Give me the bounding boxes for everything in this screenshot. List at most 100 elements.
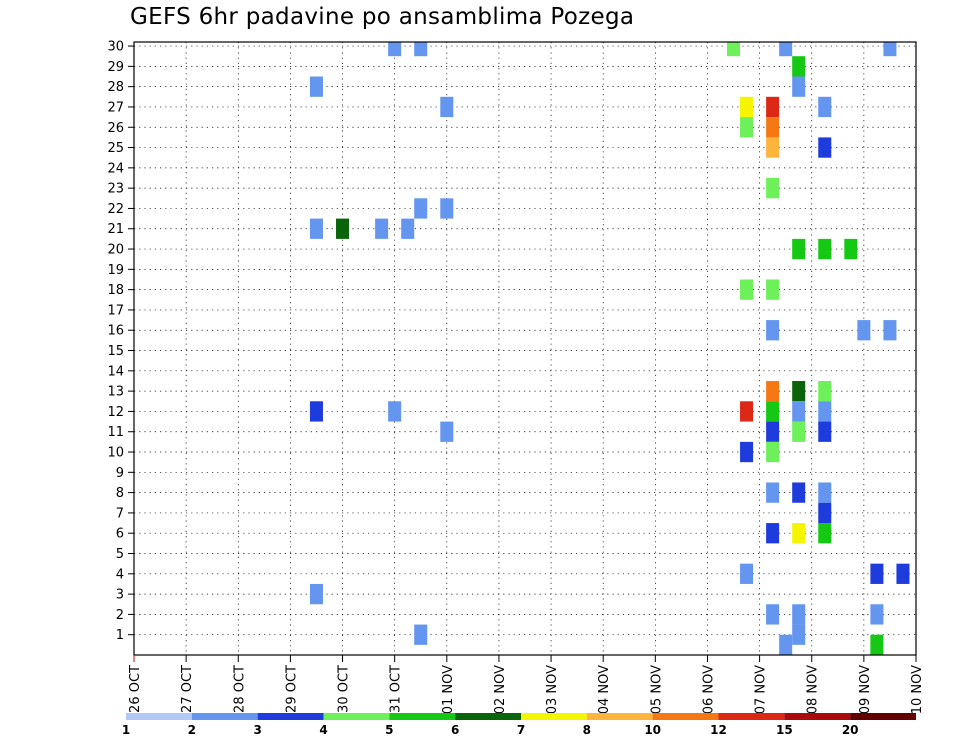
y-tick-label: 2 bbox=[116, 608, 124, 623]
y-tick-label: 9 bbox=[116, 466, 124, 481]
precip-cell bbox=[440, 198, 454, 219]
precip-cell bbox=[883, 320, 897, 341]
precip-cell bbox=[414, 624, 428, 645]
plot-frame bbox=[133, 41, 917, 656]
y-tick-label: 4 bbox=[116, 567, 124, 582]
legend-swatch bbox=[126, 713, 192, 720]
x-tick-label: 07 NOV bbox=[754, 665, 769, 714]
legend-swatch bbox=[521, 713, 587, 720]
y-tick-label: 5 bbox=[116, 547, 124, 562]
precip-cell bbox=[766, 401, 780, 422]
legend-swatch bbox=[191, 713, 258, 720]
precip-cell bbox=[740, 401, 754, 422]
precip-cell bbox=[883, 42, 897, 57]
precip-cell bbox=[792, 56, 806, 77]
precip-cell bbox=[766, 177, 780, 199]
precip-cell bbox=[766, 482, 780, 503]
y-tick-label: 13 bbox=[107, 385, 124, 400]
x-tick-label: 26 OCT bbox=[128, 665, 143, 713]
precip-cell bbox=[766, 137, 780, 158]
legend-swatch bbox=[257, 713, 324, 720]
precip-cell bbox=[766, 380, 780, 402]
legend-label: 7 bbox=[517, 723, 525, 737]
y-tick-label: 22 bbox=[107, 202, 124, 217]
precip-cell bbox=[740, 279, 754, 300]
precip-cell bbox=[388, 401, 402, 422]
legend-label: 20 bbox=[842, 723, 859, 737]
y-tick-label: 25 bbox=[107, 141, 124, 156]
precip-cell bbox=[870, 604, 884, 625]
x-tick-label: 03 NOV bbox=[545, 665, 560, 714]
precip-cell bbox=[818, 482, 832, 503]
x-tick-label: 27 OCT bbox=[180, 665, 195, 713]
precip-cell bbox=[414, 42, 428, 57]
y-tick-label: 10 bbox=[107, 446, 124, 461]
precip-cell bbox=[818, 96, 832, 118]
precip-cell bbox=[818, 238, 832, 260]
precip-cell bbox=[309, 76, 323, 97]
x-tick-label: 30 OCT bbox=[337, 665, 352, 713]
precip-cell bbox=[309, 583, 323, 605]
precip-cell bbox=[388, 42, 402, 57]
legend-label: 4 bbox=[319, 723, 327, 737]
precip-cell bbox=[336, 218, 350, 239]
precip-cell bbox=[818, 137, 832, 158]
legend-label: 2 bbox=[188, 723, 196, 737]
legend-label: 1 bbox=[122, 723, 130, 737]
precip-cell bbox=[740, 96, 754, 118]
precip-cell bbox=[414, 198, 428, 219]
precip-cell bbox=[792, 401, 806, 422]
precip-cell bbox=[792, 380, 806, 402]
y-tick-label: 26 bbox=[107, 121, 124, 136]
legend-swatch bbox=[586, 713, 653, 720]
legend-label: 8 bbox=[583, 723, 591, 737]
x-tick-label: 02 NOV bbox=[493, 665, 508, 714]
precip-cell bbox=[779, 634, 793, 655]
precip-cell bbox=[792, 624, 806, 645]
precip-cell bbox=[792, 523, 806, 544]
precip-cell bbox=[766, 279, 780, 300]
precip-cell bbox=[309, 401, 323, 422]
legend-label: 3 bbox=[253, 723, 261, 737]
legend-swatch bbox=[323, 713, 390, 720]
legend-label: 10 bbox=[644, 723, 661, 737]
x-tick-label: 29 OCT bbox=[284, 665, 299, 713]
y-tick-label: 11 bbox=[107, 425, 124, 440]
precip-cell bbox=[792, 421, 806, 442]
precip-cell bbox=[818, 523, 832, 544]
precip-cell bbox=[440, 421, 454, 442]
y-tick-label: 30 bbox=[107, 40, 124, 55]
y-tick-label: 15 bbox=[107, 344, 124, 359]
legend-swatch bbox=[389, 713, 456, 720]
legend-label: 12 bbox=[710, 723, 727, 737]
precip-cell bbox=[818, 380, 832, 402]
y-tick-label: 28 bbox=[107, 80, 124, 95]
precip-cell bbox=[766, 523, 780, 544]
y-tick-label: 17 bbox=[107, 303, 124, 318]
x-tick-label: 04 NOV bbox=[597, 665, 612, 714]
precip-cell bbox=[766, 441, 780, 463]
y-tick-label: 3 bbox=[116, 588, 124, 603]
precip-cell bbox=[740, 441, 754, 463]
y-tick-label: 19 bbox=[107, 263, 124, 278]
y-tick-label: 7 bbox=[116, 506, 124, 521]
precip-cell bbox=[818, 401, 832, 422]
y-tick-label: 18 bbox=[107, 283, 124, 298]
y-tick-label: 29 bbox=[107, 60, 124, 75]
precip-cell bbox=[792, 604, 806, 625]
y-tick-label: 8 bbox=[116, 486, 124, 501]
precip-cell bbox=[740, 117, 754, 138]
y-tick-label: 16 bbox=[107, 324, 124, 339]
x-tick-label: 09 NOV bbox=[858, 665, 873, 714]
legend-swatch bbox=[850, 713, 916, 720]
legend-swatch bbox=[455, 713, 521, 720]
precip-cell bbox=[818, 502, 832, 524]
precip-cell bbox=[766, 320, 780, 341]
y-tick-label: 6 bbox=[116, 527, 124, 542]
y-tick-label: 14 bbox=[107, 364, 124, 379]
precip-cell bbox=[896, 563, 910, 584]
precip-cell bbox=[440, 96, 454, 118]
y-tick-label: 20 bbox=[107, 243, 124, 258]
precip-cell bbox=[375, 218, 389, 239]
precip-cell bbox=[792, 238, 806, 260]
